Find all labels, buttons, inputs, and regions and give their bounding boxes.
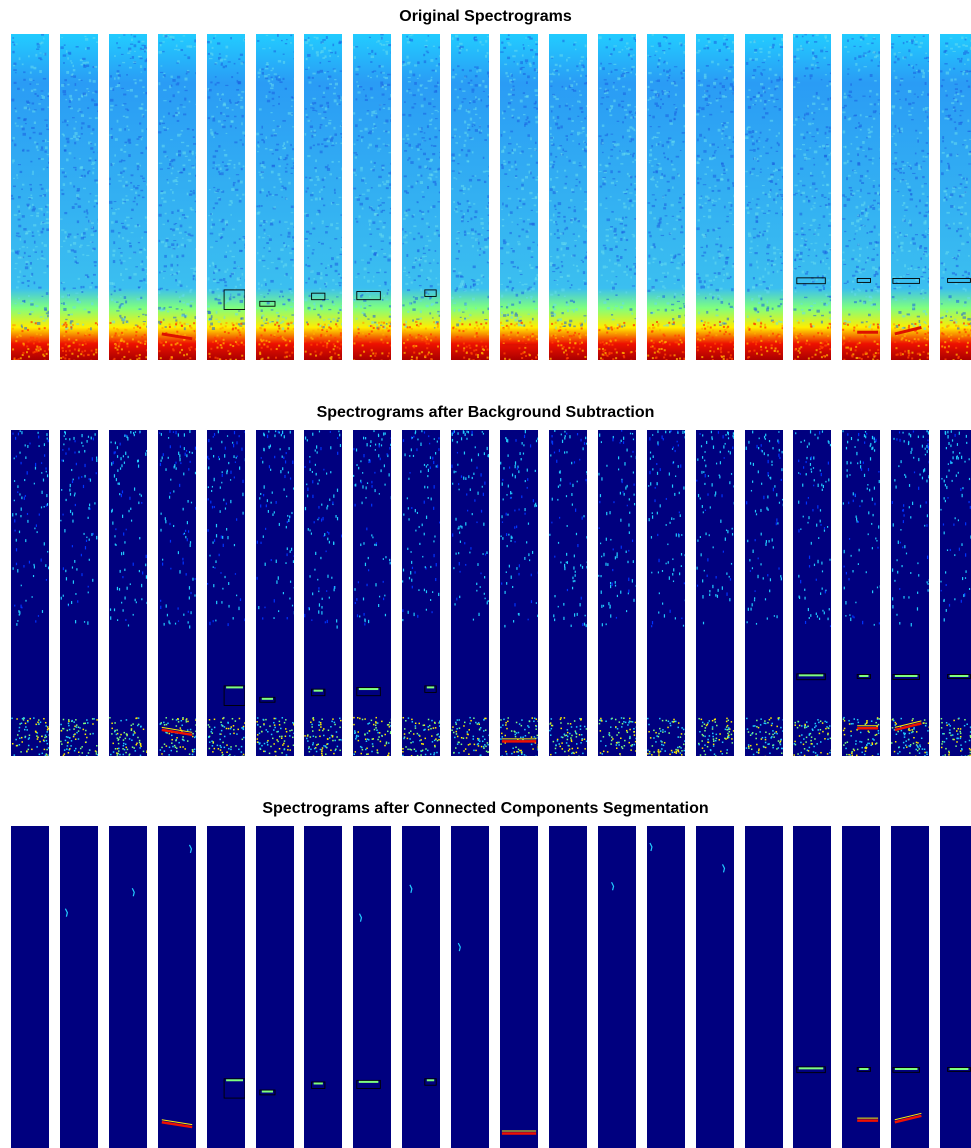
spectrogram-strip bbox=[451, 826, 490, 1148]
spectrogram-strip bbox=[548, 430, 587, 756]
spectrogram-strip bbox=[206, 430, 245, 756]
spectrogram-strip bbox=[402, 826, 441, 1148]
spectrogram-strip bbox=[597, 826, 636, 1148]
spectrogram-strip bbox=[157, 430, 196, 756]
spectrogram-strip bbox=[793, 826, 832, 1148]
spectrogram-strip bbox=[255, 34, 294, 360]
spectrogram-strip bbox=[597, 34, 636, 360]
spectrogram-strip bbox=[108, 34, 147, 360]
spectrogram-strip bbox=[157, 826, 196, 1148]
panel-title-original: Original Spectrograms bbox=[399, 8, 572, 25]
spectrogram-strip bbox=[646, 430, 685, 756]
spectrogram-strip bbox=[255, 826, 294, 1148]
spectrogram-strip bbox=[304, 34, 343, 360]
spectrogram-strip bbox=[451, 430, 490, 756]
spectrogram-strip bbox=[353, 826, 392, 1148]
spectrogram-strip bbox=[206, 34, 245, 360]
spectrogram-strip bbox=[793, 34, 832, 360]
spectrogram-strip bbox=[744, 34, 783, 360]
spectrogram-strip bbox=[793, 430, 832, 756]
spectrogram-strip bbox=[940, 826, 971, 1148]
spectrogram-strip bbox=[940, 34, 971, 360]
spectrogram-strip bbox=[157, 34, 196, 360]
spectrogram-strip bbox=[402, 34, 441, 360]
spectrogram-strip bbox=[108, 826, 147, 1148]
spectrogram-strip bbox=[59, 826, 98, 1148]
spectrogram-strip bbox=[695, 430, 734, 756]
spectrogram-strip bbox=[891, 34, 930, 360]
spectrogram-strip bbox=[842, 34, 881, 360]
spectrogram-strip bbox=[646, 826, 685, 1148]
spectrogram-strip bbox=[304, 826, 343, 1148]
original-spectrograms-row bbox=[0, 34, 971, 360]
spectrogram-strip bbox=[548, 34, 587, 360]
spectrogram-strip bbox=[59, 430, 98, 756]
spectrogram-strip bbox=[842, 430, 881, 756]
spectrogram-strip bbox=[11, 34, 49, 360]
spectrogram-strip bbox=[402, 430, 441, 756]
spectrogram-strip bbox=[206, 826, 245, 1148]
spectrogram-strip bbox=[500, 826, 538, 1148]
spectrogram-strip bbox=[353, 34, 392, 360]
spectrogram-strip bbox=[304, 430, 343, 756]
spectrogram-strip bbox=[451, 34, 490, 360]
spectrogram-strip bbox=[500, 34, 538, 360]
spectrogram-strip bbox=[646, 34, 685, 360]
spectrogram-strip bbox=[695, 826, 734, 1148]
spectrogram-strip bbox=[695, 34, 734, 360]
panel-title-background-subtraction: Spectrograms after Background Subtractio… bbox=[316, 404, 655, 421]
spectrogram-strip bbox=[255, 430, 294, 756]
spectrogram-strip bbox=[744, 826, 783, 1148]
spectrogram-strip bbox=[548, 826, 587, 1148]
spectrogram-strip bbox=[353, 430, 392, 756]
panel-title-segmentation: Spectrograms after Connected Components … bbox=[262, 800, 709, 817]
spectrogram-strip bbox=[108, 430, 147, 756]
spectrogram-strip bbox=[842, 826, 881, 1148]
spectrogram-strip bbox=[940, 430, 971, 756]
spectrogram-strip bbox=[59, 34, 98, 360]
spectrogram-strip bbox=[500, 430, 538, 756]
spectrogram-strip bbox=[891, 826, 930, 1148]
spectrogram-strip bbox=[597, 430, 636, 756]
spectrogram-strip bbox=[891, 430, 930, 756]
subtracted-spectrograms-row bbox=[0, 430, 971, 756]
spectrogram-strip bbox=[11, 430, 49, 756]
segmented-spectrograms-row bbox=[0, 826, 971, 1148]
spectrogram-strip bbox=[744, 430, 783, 756]
spectrogram-strip bbox=[11, 826, 49, 1148]
